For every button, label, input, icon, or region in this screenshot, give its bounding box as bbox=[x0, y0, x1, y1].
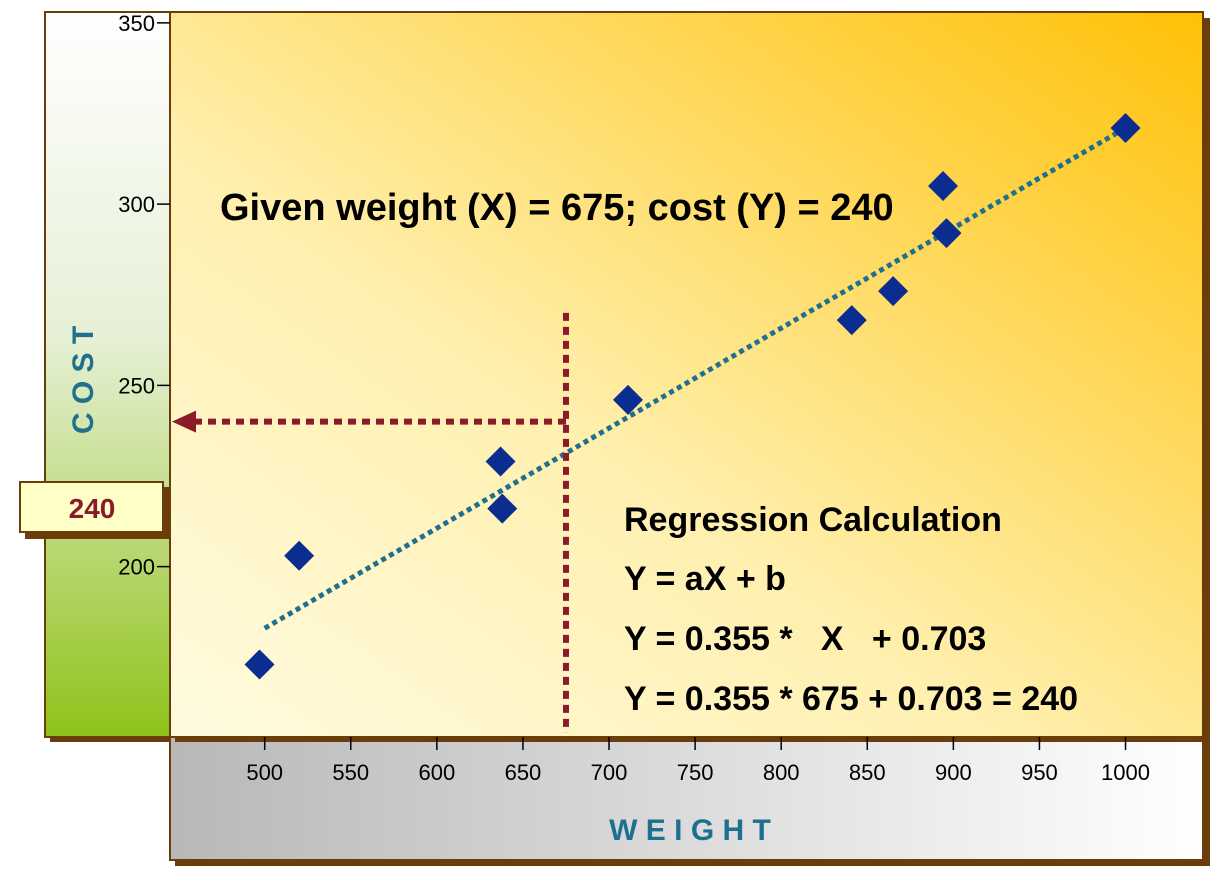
guide-arrow-head bbox=[172, 410, 196, 433]
data-point bbox=[612, 384, 643, 415]
x-tick-label: 750 bbox=[677, 760, 714, 785]
x-tick-label: 850 bbox=[849, 760, 886, 785]
data-point bbox=[836, 305, 867, 336]
x-tick-label: 800 bbox=[763, 760, 800, 785]
left-panel bbox=[44, 11, 171, 738]
callout-value: 240 bbox=[69, 493, 116, 524]
data-points bbox=[244, 113, 1141, 680]
y-axis-ticks: 200 250 300 350 bbox=[118, 11, 170, 580]
bottom-panel bbox=[169, 736, 1204, 861]
data-point bbox=[1110, 113, 1141, 143]
x-tick-label: 700 bbox=[591, 760, 628, 785]
data-point bbox=[485, 446, 516, 477]
regression-title: Regression Calculation bbox=[624, 501, 1002, 539]
data-point bbox=[284, 540, 315, 571]
y-tick-label: 350 bbox=[118, 11, 155, 36]
regression-line-1: Y = aX + b bbox=[624, 560, 786, 598]
y-tick-label: 250 bbox=[118, 373, 155, 398]
x-axis-title: W E I G H T bbox=[609, 814, 771, 847]
data-point bbox=[931, 218, 962, 249]
x-tick-label: 600 bbox=[418, 760, 455, 785]
x-tick-label: 650 bbox=[505, 760, 542, 785]
callout-box bbox=[19, 481, 164, 533]
y-tick-label: 200 bbox=[118, 555, 155, 580]
y-tick-label: 300 bbox=[118, 192, 155, 217]
given-annotation: Given weight (X) = 675; cost (Y) = 240 bbox=[220, 187, 894, 229]
x-tick-label: 1000 bbox=[1101, 760, 1150, 785]
data-point bbox=[487, 493, 518, 524]
regression-line-2: Y = 0.355 * X + 0.703 bbox=[624, 620, 986, 658]
x-tick-label: 550 bbox=[332, 760, 369, 785]
regression-line-3: Y = 0.355 * 675 + 0.703 = 240 bbox=[624, 680, 1078, 718]
data-point bbox=[244, 649, 275, 680]
x-tick-label: 950 bbox=[1021, 760, 1058, 785]
plot-area bbox=[169, 11, 1204, 738]
x-axis-ticks: 500 550 600 650 700 750 800 850 900 950 1000 bbox=[246, 737, 1150, 785]
data-point bbox=[878, 276, 909, 307]
y-axis-title: C O S T bbox=[67, 326, 100, 434]
x-tick-label: 900 bbox=[935, 760, 972, 785]
x-tick-label: 500 bbox=[246, 760, 283, 785]
trend-line bbox=[263, 125, 1127, 631]
data-point bbox=[928, 171, 959, 201]
